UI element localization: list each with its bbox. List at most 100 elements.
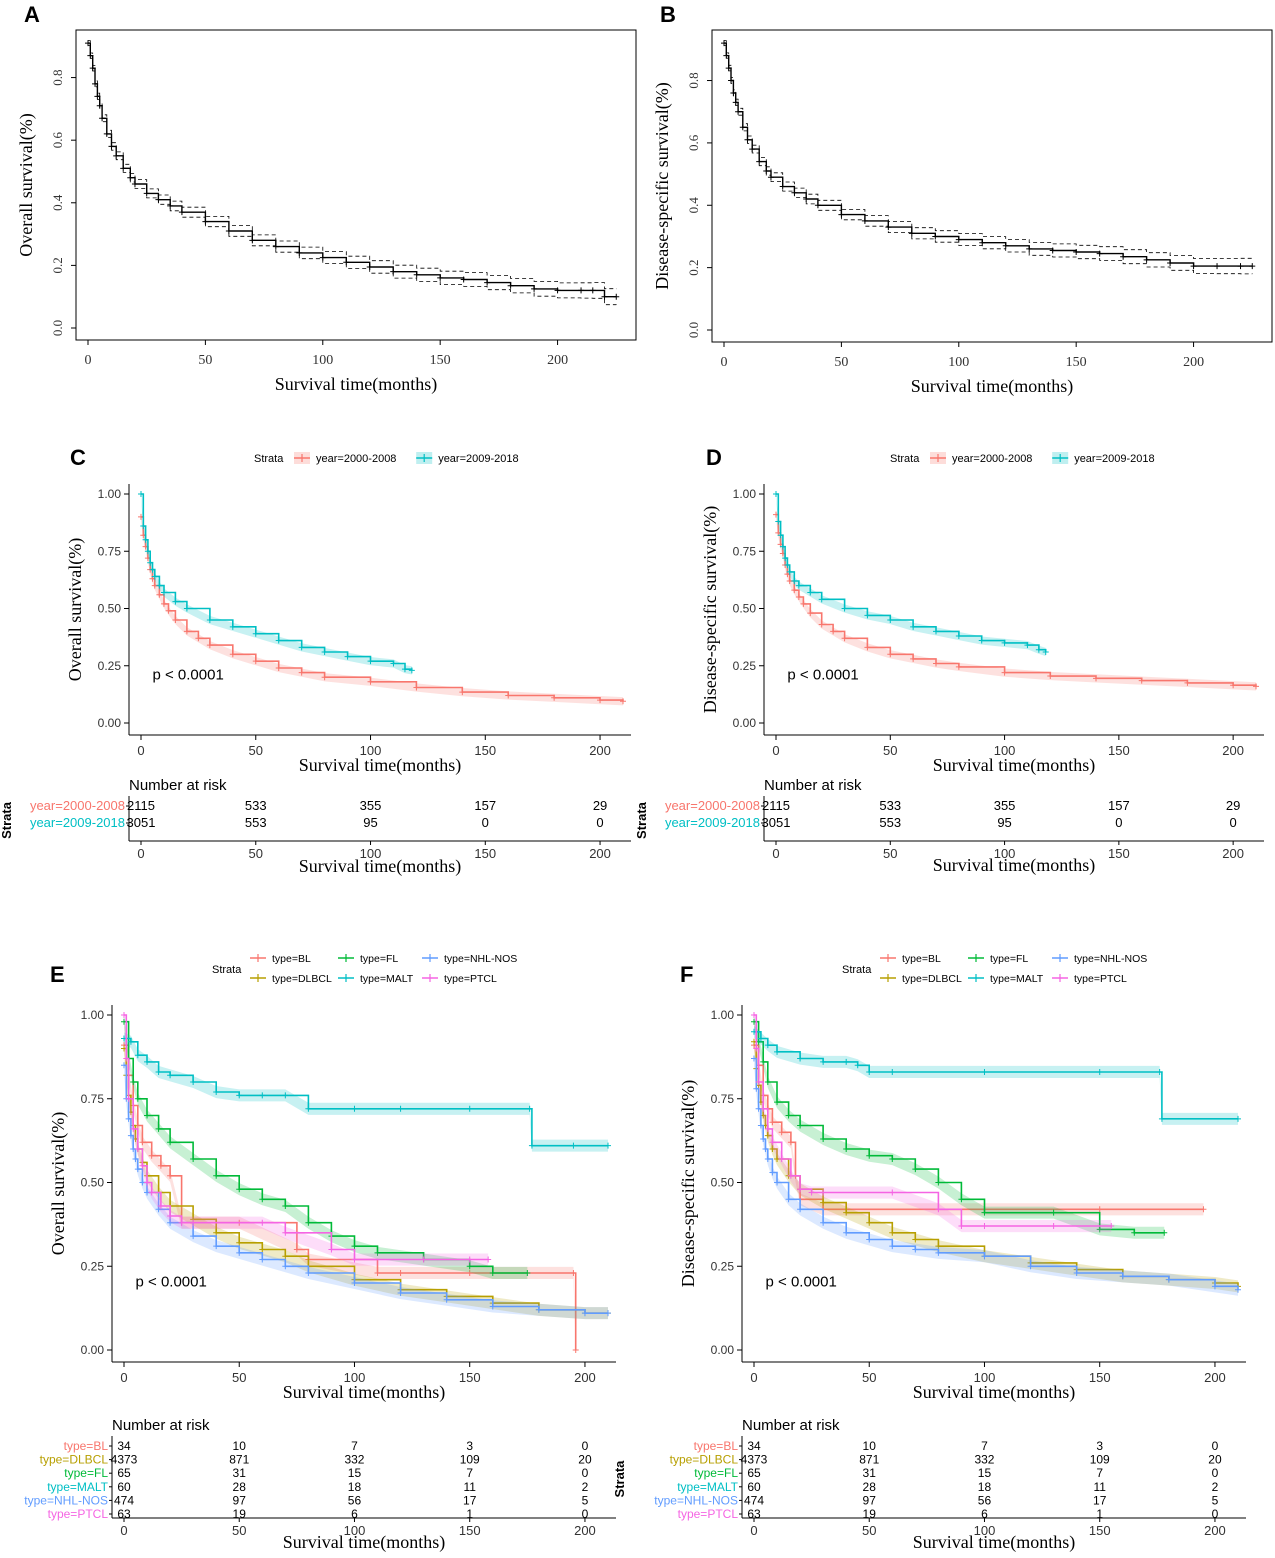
censor-mark [178, 209, 185, 216]
censor-mark [259, 1196, 266, 1203]
censor-mark [723, 52, 730, 59]
censor-mark [420, 1256, 427, 1263]
censor-mark [1249, 263, 1256, 270]
risk-row-label: type=BL [64, 1439, 109, 1453]
censor-mark [820, 1219, 827, 1226]
x-axis-label: Survival time(months) [913, 1382, 1075, 1403]
censor-mark [1001, 639, 1008, 646]
censor-mark [120, 165, 127, 172]
legend-entry-label: type=MALT [360, 973, 414, 985]
legend-entry-label: type=FL [360, 953, 398, 965]
censor-mark [725, 65, 732, 72]
risk-x-tick-label: 150 [1089, 1523, 1111, 1538]
risk-row-label: type=DLBCL [40, 1453, 109, 1467]
legend-entry-label: year=2000-2008 [316, 453, 396, 465]
series-dss [721, 40, 1256, 275]
risk-x-tick-label: 150 [1108, 846, 1130, 861]
censor-mark [459, 689, 466, 696]
censor-mark [1119, 1273, 1126, 1280]
ci-band [754, 1015, 1165, 1239]
risk-x-axis-label: Survival time(months) [283, 1532, 445, 1553]
censor-mark [1073, 249, 1080, 256]
survival-curve [88, 42, 617, 298]
risk-value: 56 [348, 1493, 362, 1507]
risk-value: 871 [859, 1453, 879, 1467]
censor-mark [99, 115, 106, 122]
censor-mark [531, 285, 538, 292]
ci-upper-line [88, 40, 617, 290]
censor-mark [374, 1249, 381, 1256]
risk-row-label: type=PTCL [678, 1507, 739, 1521]
censor-mark [1042, 649, 1049, 656]
censor-mark [351, 1243, 358, 1250]
x-tick-label: 200 [589, 743, 611, 758]
x-axis-label: Survival time(months) [299, 755, 461, 776]
series-year-2000-2008 [773, 510, 1259, 691]
censor-mark [183, 605, 190, 612]
risk-value: 20 [578, 1453, 592, 1467]
censor-mark [764, 1125, 771, 1132]
p-value: p < 0.0001 [787, 666, 858, 683]
x-tick-label: 200 [1204, 1370, 1226, 1385]
censor-mark [190, 1156, 197, 1163]
censor-mark [298, 669, 305, 676]
censor-mark [139, 1139, 146, 1146]
p-value: p < 0.0001 [152, 666, 223, 683]
censor-mark [390, 268, 397, 275]
risk-row-label: year=2009-2018 [665, 815, 760, 830]
y-axis-label: Disease-specific survival(%) [678, 1080, 699, 1287]
censor-mark [908, 230, 915, 237]
x-tick-label: 0 [85, 353, 92, 368]
censor-mark [366, 263, 373, 270]
censor-mark [167, 1219, 174, 1226]
risk-value: 18 [348, 1480, 362, 1494]
risk-x-tick-label: 200 [1204, 1523, 1226, 1538]
censor-mark [282, 1263, 289, 1270]
censor-mark [190, 1079, 197, 1085]
risk-value: 4373 [741, 1453, 768, 1467]
censor-mark [981, 1209, 988, 1216]
plot-frame [75, 29, 637, 341]
censor-mark [167, 1072, 174, 1079]
risk-value: 20 [1208, 1453, 1222, 1467]
censor-mark [1096, 1068, 1103, 1075]
censor-mark [756, 158, 763, 165]
risk-value: 6 [351, 1507, 358, 1521]
survival-curve [754, 1041, 1239, 1287]
censor-mark [1050, 1209, 1057, 1216]
risk-row-label: year=2000-2008 [665, 798, 760, 813]
risk-row-label: type=BL [694, 1439, 739, 1453]
risk-x-tick-label: 0 [120, 1523, 127, 1538]
risk-table-title: Number at risk [764, 777, 862, 794]
x-tick-label: 50 [883, 743, 897, 758]
censor-mark [144, 1058, 151, 1065]
risk-row-label: type=MALT [677, 1480, 738, 1494]
ci-lower-line [88, 45, 617, 306]
risk-x-tick-label: 0 [772, 846, 779, 861]
censor-mark [739, 124, 746, 131]
censor-mark [1001, 669, 1008, 676]
censor-mark [328, 1246, 335, 1253]
censor-mark [854, 1062, 861, 1069]
censor-mark [753, 1085, 760, 1092]
y-tick-label: 0.50 [81, 1176, 105, 1190]
risk-row-label: year=2009-2018 [30, 815, 125, 830]
censor-mark [728, 77, 735, 84]
y-tick-label: 0.2 [50, 257, 65, 273]
series-overall [85, 40, 620, 306]
censor-mark [786, 568, 793, 575]
censor-mark [157, 1162, 164, 1169]
series-type-nhl-nos [121, 1059, 611, 1320]
censor-mark [785, 1112, 792, 1119]
x-axis-label: Survival time(months) [933, 755, 1095, 776]
censor-mark [773, 491, 779, 497]
risk-value: 157 [1108, 798, 1130, 813]
y-tick-label: 0.50 [711, 1176, 735, 1190]
risk-x-tick-label: 0 [137, 846, 144, 861]
censor-mark [344, 653, 351, 660]
censor-mark [293, 1246, 300, 1253]
censor-mark [843, 1229, 850, 1236]
y-tick-label: 0.00 [711, 1343, 735, 1357]
censor-mark [774, 1179, 781, 1186]
